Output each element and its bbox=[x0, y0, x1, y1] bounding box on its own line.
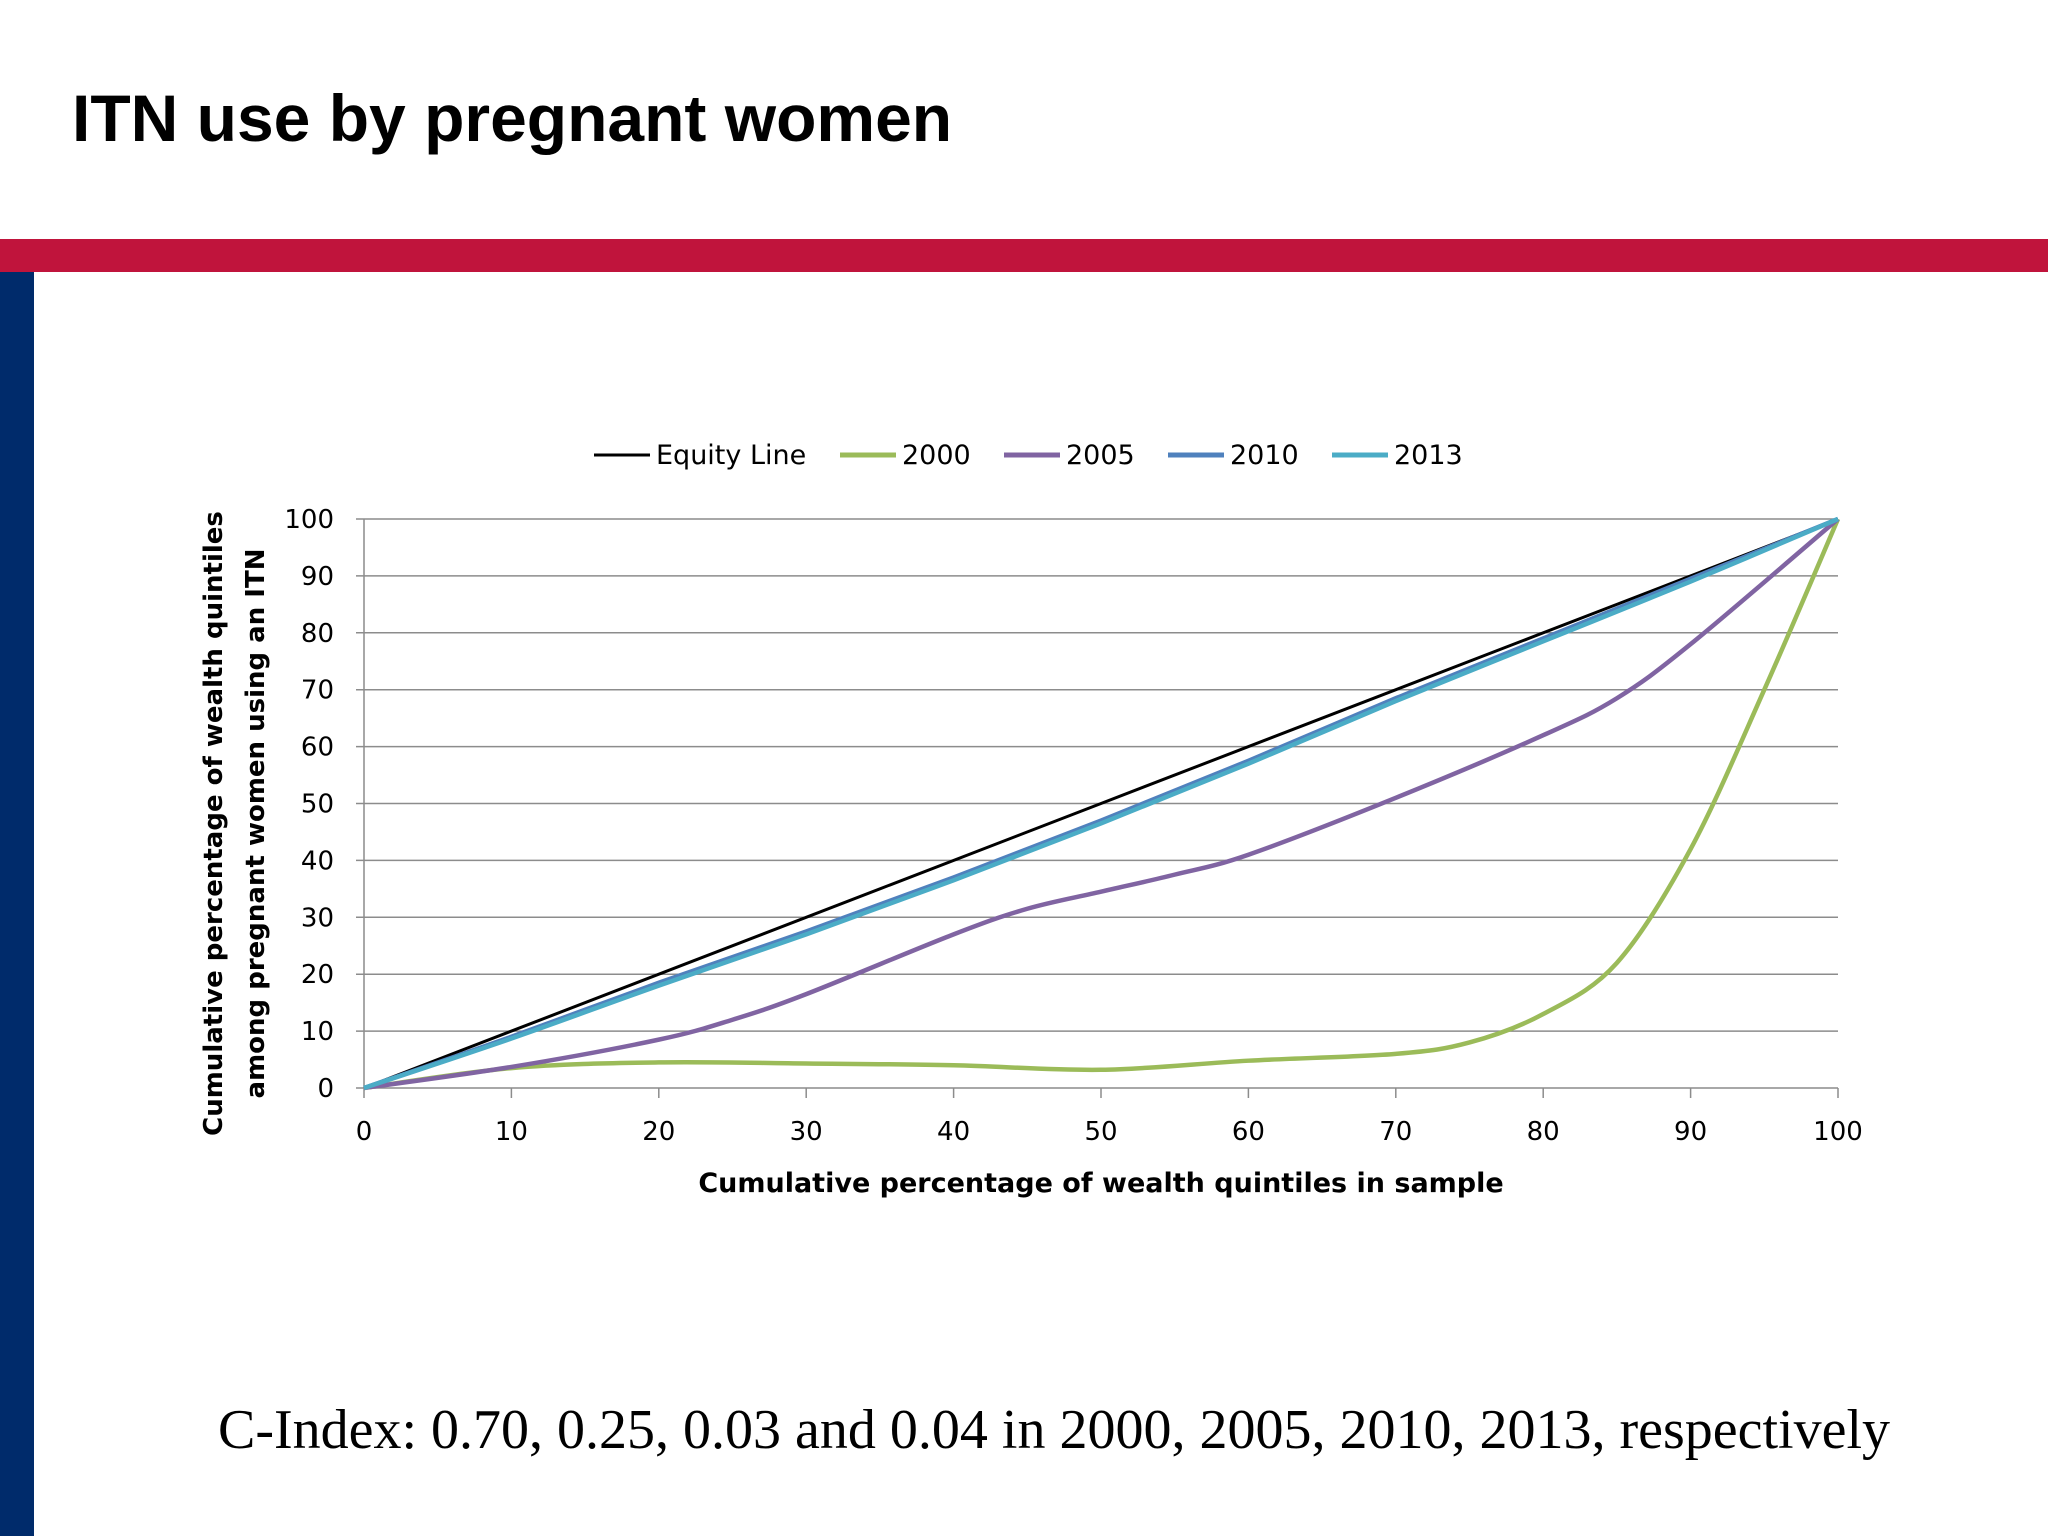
series-line-2005 bbox=[363, 517, 1840, 1091]
series-line-2013 bbox=[363, 516, 1839, 1091]
y-tick-label: 80 bbox=[301, 619, 334, 649]
x-tick-label: 10 bbox=[495, 1117, 528, 1147]
y-tick-label: 20 bbox=[301, 960, 334, 990]
x-tick-label: 100 bbox=[1813, 1117, 1863, 1147]
series-line-2010 bbox=[363, 516, 1839, 1091]
header-accent-bar bbox=[0, 239, 2048, 272]
side-accent-bar bbox=[0, 272, 34, 1536]
legend-label: Equity Line bbox=[656, 440, 806, 471]
legend-label: 2005 bbox=[1066, 440, 1135, 471]
page-title: ITN use by pregnant women bbox=[72, 81, 953, 155]
x-tick-label: 30 bbox=[790, 1117, 823, 1147]
x-axis-label: Cumulative percentage of wealth quintile… bbox=[698, 1168, 1503, 1199]
y-tick-label: 70 bbox=[301, 676, 334, 706]
x-tick-label: 70 bbox=[1379, 1117, 1412, 1147]
y-tick-label: 50 bbox=[301, 790, 334, 820]
y-tick-label: 90 bbox=[301, 562, 334, 592]
y-axis-label: Cumulative percentage of wealth quintile… bbox=[199, 511, 229, 1136]
y-tick-label: 60 bbox=[301, 733, 334, 763]
y-tick-label: 0 bbox=[317, 1074, 334, 1104]
x-tick-label: 80 bbox=[1527, 1117, 1560, 1147]
y-tick-label: 10 bbox=[301, 1017, 334, 1047]
x-tick-label: 90 bbox=[1674, 1117, 1707, 1147]
series-line-equity-line bbox=[363, 517, 1839, 1090]
x-tick-label: 60 bbox=[1232, 1117, 1265, 1147]
x-tick-label: 20 bbox=[642, 1117, 675, 1147]
y-tick-label: 100 bbox=[284, 505, 334, 535]
legend-label: 2000 bbox=[902, 440, 971, 471]
legend-label: 2010 bbox=[1230, 440, 1299, 471]
x-tick-label: 0 bbox=[356, 1117, 373, 1147]
y-tick-label: 40 bbox=[301, 846, 334, 876]
y-axis-label: among pregnant women using an ITN bbox=[241, 549, 271, 1099]
y-tick-label: 30 bbox=[301, 903, 334, 933]
legend-label: 2013 bbox=[1394, 440, 1463, 471]
x-tick-label: 40 bbox=[937, 1117, 970, 1147]
series-line-2000 bbox=[363, 518, 1841, 1091]
x-tick-label: 50 bbox=[1084, 1117, 1117, 1147]
c-index-caption: C-Index: 0.70, 0.25, 0.03 and 0.04 in 20… bbox=[217, 1399, 1890, 1461]
